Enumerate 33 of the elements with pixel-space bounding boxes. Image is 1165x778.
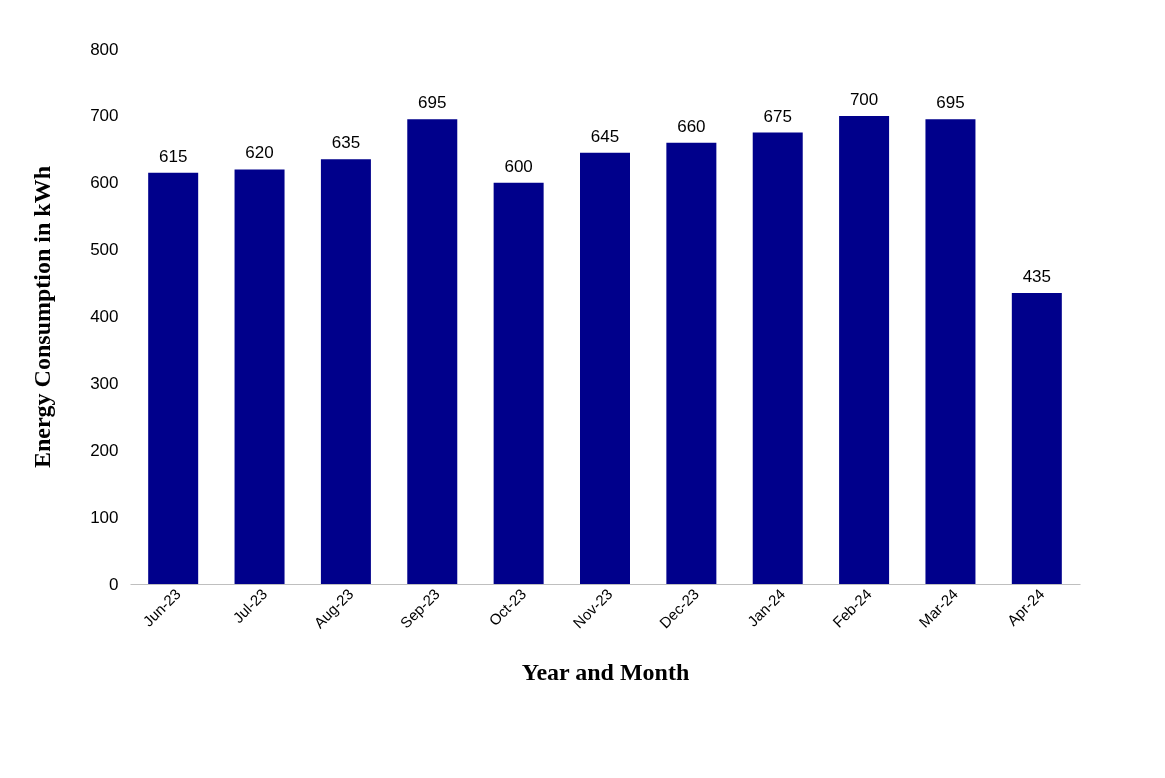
data-label: 695 (418, 93, 447, 113)
y-tick-label: 200 (90, 440, 119, 460)
bar (407, 119, 458, 584)
y-tick-label: 100 (90, 507, 119, 527)
x-axis-title: Year and Month (521, 659, 690, 686)
y-axis-title: Energy Consumption in kWh (29, 165, 56, 469)
y-tick-label: 400 (90, 307, 119, 326)
bar (580, 152, 630, 584)
data-label: 620 (245, 143, 274, 163)
data-label: 615 (158, 146, 188, 166)
y-tick-label: 300 (90, 373, 119, 393)
y-tick-label: 0 (109, 574, 119, 594)
bar (148, 172, 199, 584)
bar (925, 119, 976, 584)
data-label: 645 (590, 126, 620, 146)
data-label: 635 (331, 133, 361, 153)
bar (839, 115, 890, 584)
bar (1011, 293, 1062, 584)
y-tick-label: 700 (90, 106, 119, 126)
bar (493, 182, 544, 584)
bar (320, 159, 371, 584)
bar (234, 169, 285, 584)
data-label: 600 (504, 156, 533, 176)
bar (752, 132, 803, 584)
data-label: 700 (849, 89, 879, 109)
y-tick-label: 500 (90, 240, 119, 260)
data-label: 435 (1022, 267, 1052, 287)
bar (666, 142, 717, 584)
data-label: 660 (677, 116, 706, 136)
y-tick-label: 600 (90, 173, 119, 193)
data-label: 675 (763, 106, 792, 126)
y-tick-label: 800 (90, 39, 119, 59)
data-label: 695 (936, 93, 965, 113)
